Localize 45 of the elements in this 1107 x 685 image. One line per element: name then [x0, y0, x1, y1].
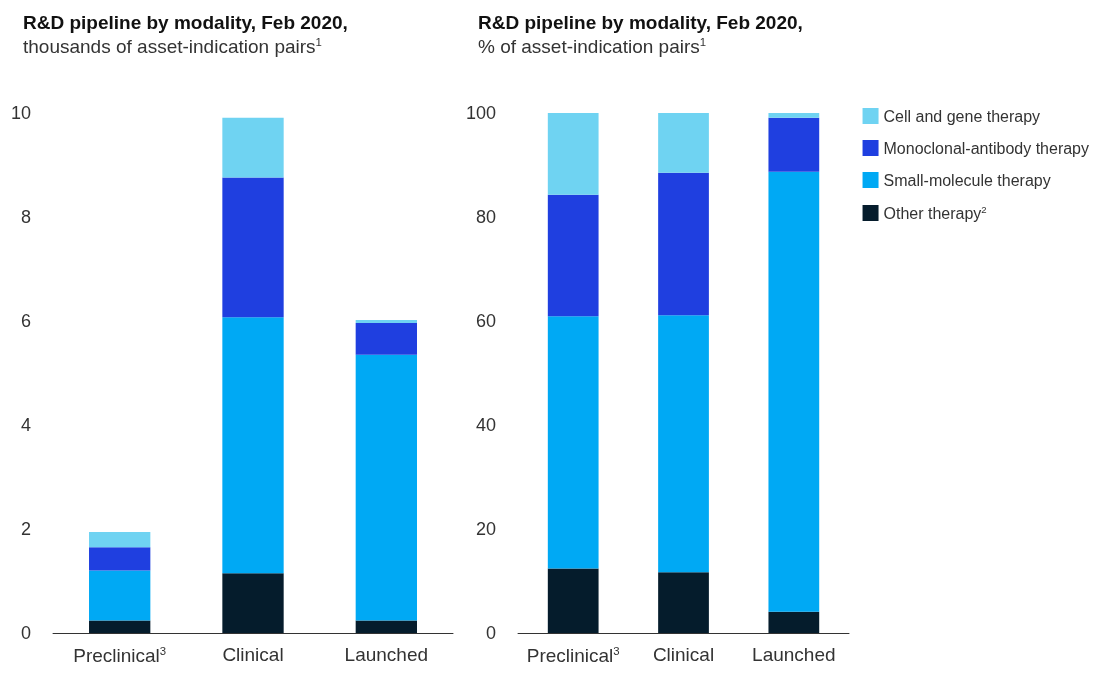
bar — [355, 620, 417, 633]
chart-title: R&D pipeline by modality, Feb 2020, — [478, 12, 803, 33]
bar — [768, 171, 820, 612]
bar — [222, 117, 284, 178]
x-tick-label: Launched — [344, 644, 429, 665]
bar — [768, 611, 820, 633]
bar — [89, 620, 151, 633]
y-tick-label: 0 — [486, 623, 497, 643]
x-tick-label: Clinical — [652, 644, 715, 665]
y-tick-label: 8 — [21, 207, 32, 227]
y-tick-label: 6 — [21, 311, 32, 331]
legend-label: Monoclonal-antibody therapy — [883, 139, 1090, 157]
y-tick-label: 10 — [10, 103, 32, 123]
bar — [658, 572, 709, 633]
bar — [222, 177, 284, 318]
legend-label: Small-molecule therapy — [883, 171, 1051, 189]
bar — [547, 194, 599, 317]
bar — [355, 323, 417, 355]
legend-label: Cell and gene therapy — [883, 107, 1041, 125]
bar — [89, 532, 151, 548]
x-tick-label: Launched — [752, 644, 836, 665]
y-tick-label: 100 — [465, 103, 497, 123]
bar — [89, 547, 151, 571]
bar — [768, 113, 820, 118]
bar — [768, 117, 820, 172]
x-tick-label: Clinical — [222, 644, 284, 665]
bar — [355, 319, 417, 324]
bar — [222, 317, 284, 574]
bar — [355, 354, 417, 621]
bar — [658, 113, 709, 173]
y-tick-label: 2 — [21, 519, 32, 539]
y-tick-label: 4 — [21, 415, 32, 435]
bar — [547, 568, 599, 633]
bar — [547, 316, 599, 569]
chart-title: R&D pipeline by modality, Feb 2020, — [23, 12, 348, 33]
y-tick-label: 60 — [476, 311, 497, 331]
bar — [89, 570, 151, 621]
y-tick-label: 80 — [476, 207, 497, 227]
bar — [658, 315, 709, 573]
bar — [222, 573, 284, 633]
y-tick-label: 40 — [476, 415, 497, 435]
bar — [658, 172, 709, 316]
y-tick-label: 20 — [476, 519, 497, 539]
y-tick-label: 0 — [21, 623, 32, 643]
bar — [547, 113, 599, 195]
